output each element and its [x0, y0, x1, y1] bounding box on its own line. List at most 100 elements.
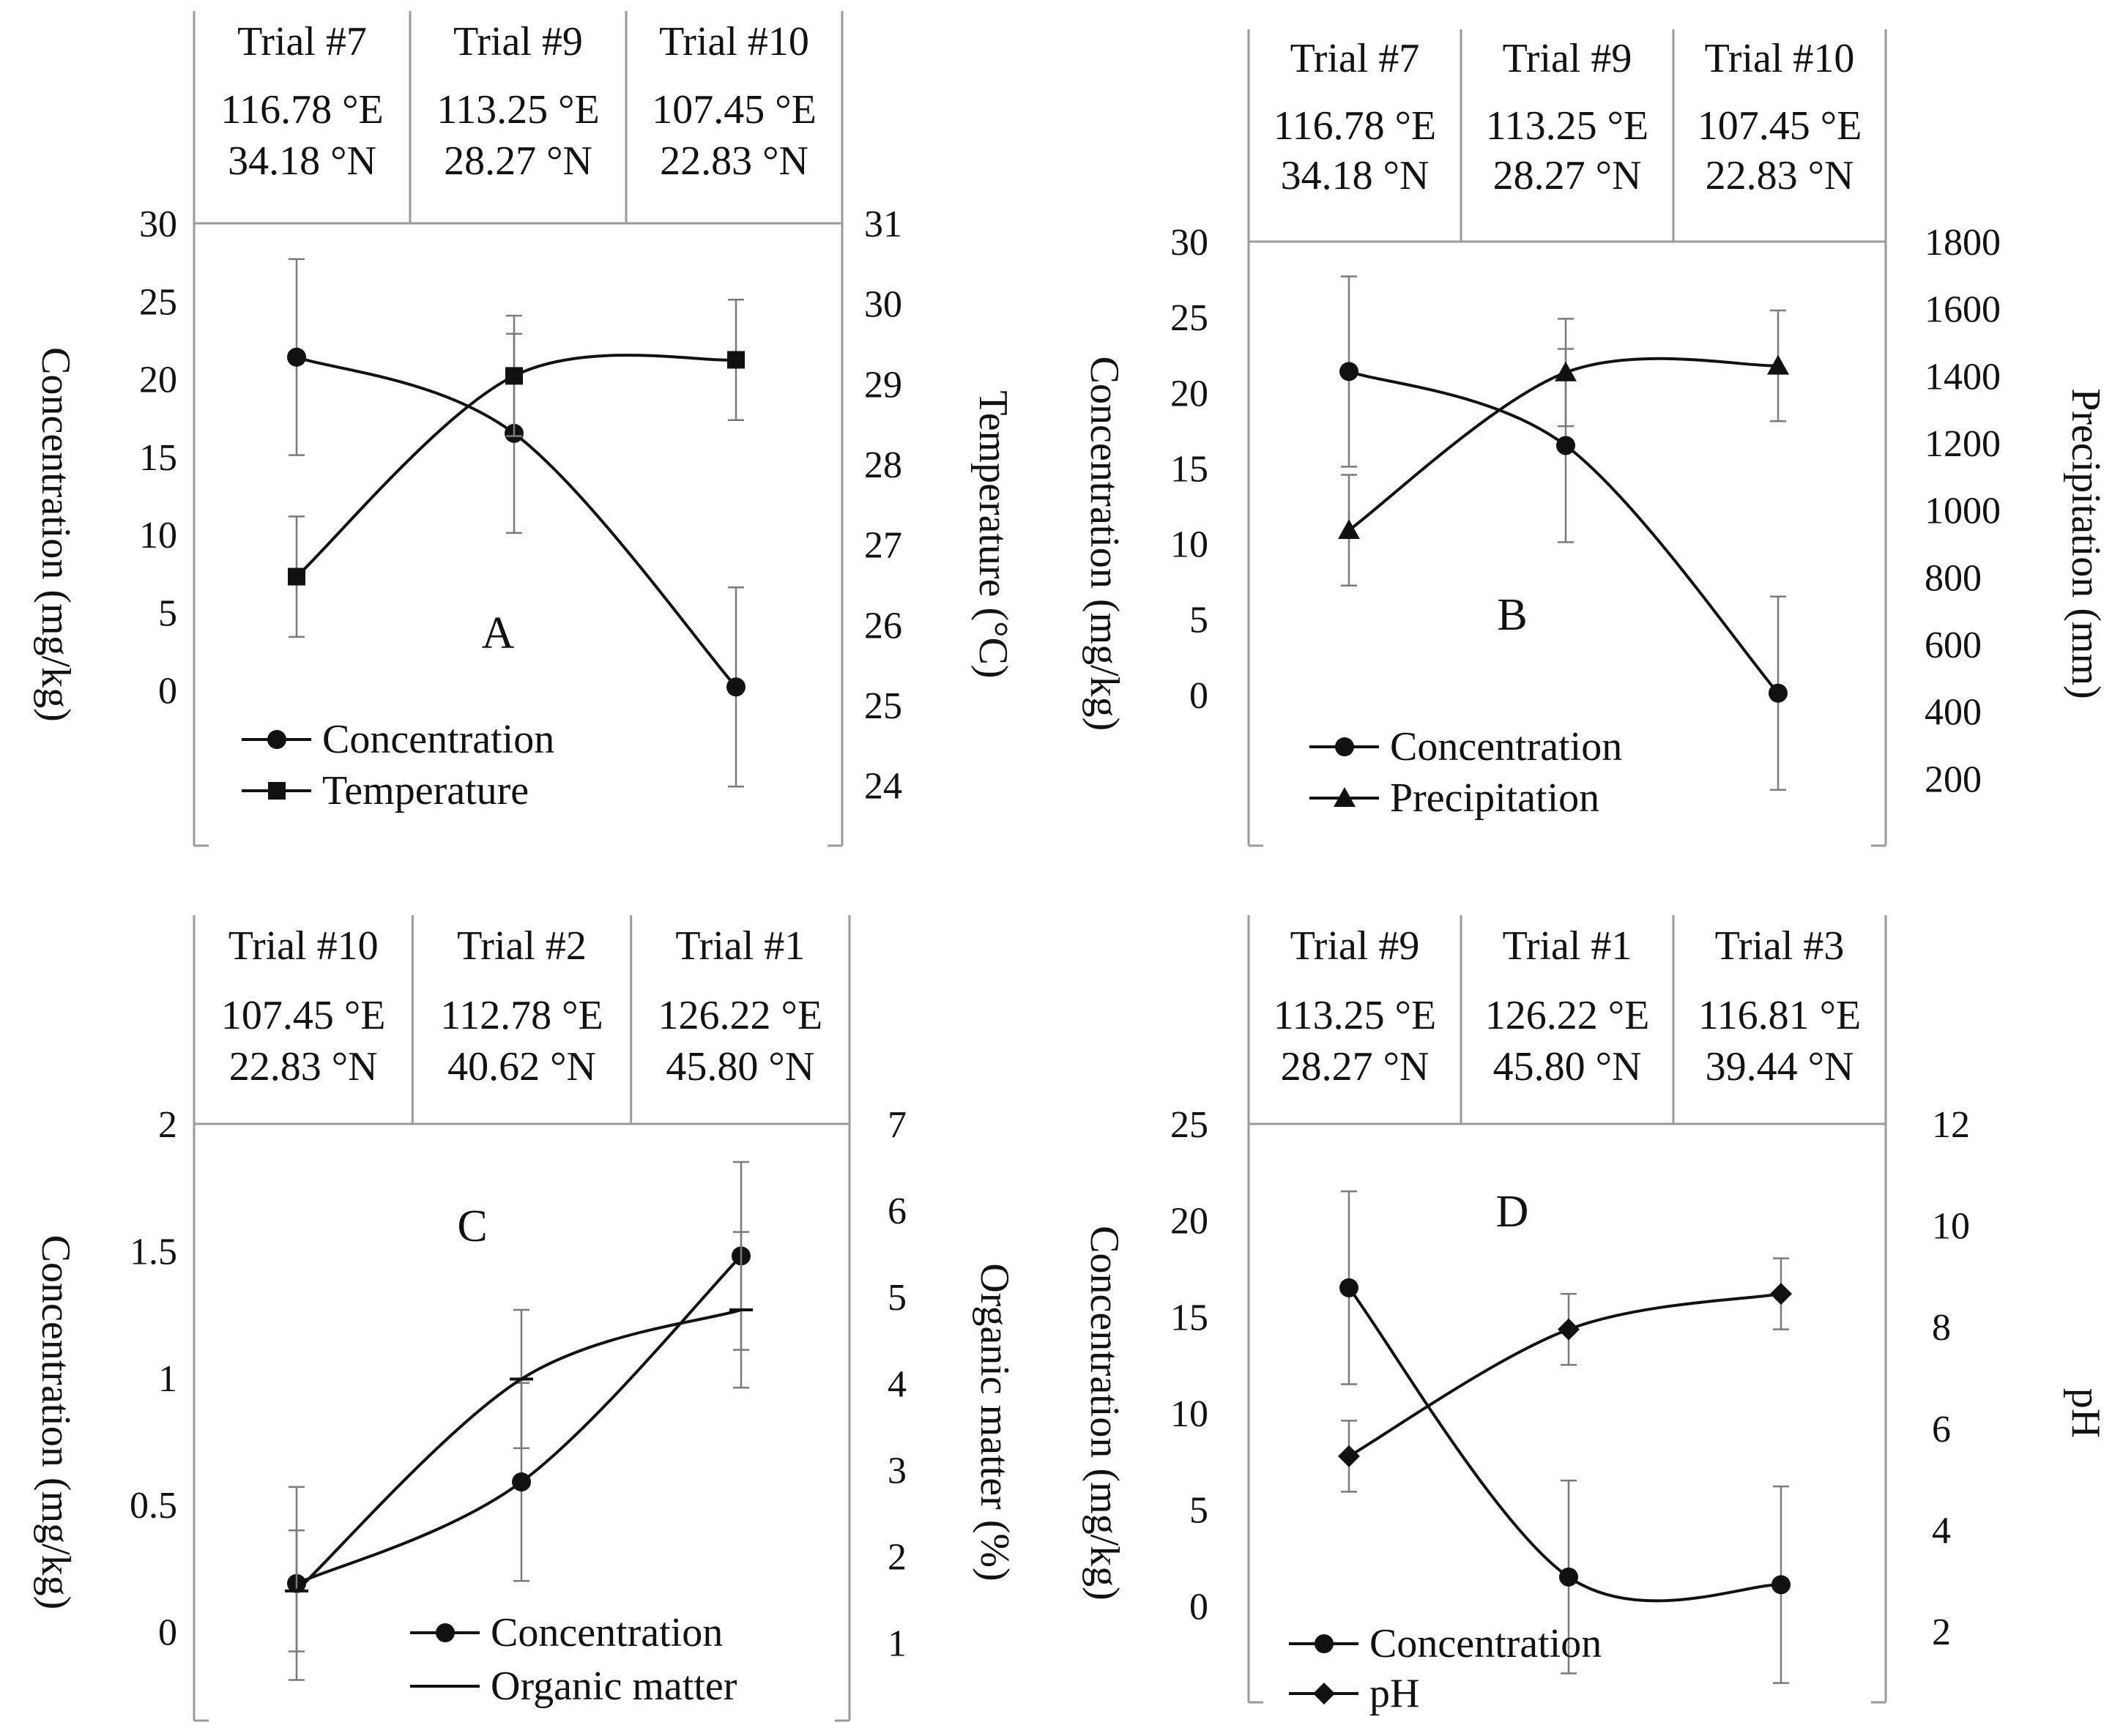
header-latitude: 22.83 °N: [1706, 153, 1854, 198]
data-point-circle: [1339, 1278, 1358, 1297]
left-tick-label: 25: [1170, 297, 1208, 339]
left-tick-label: 15: [139, 437, 177, 479]
data-point-circle: [287, 347, 306, 367]
right-tick-label: 1000: [1925, 491, 2001, 532]
data-point-circle: [1556, 436, 1575, 455]
panel-label: B: [1497, 590, 1527, 640]
left-tick-label: 30: [1170, 222, 1208, 264]
left-tick-label: 5: [1189, 600, 1208, 641]
series-line: [1347, 1286, 1782, 1603]
data-point-circle: [726, 677, 746, 697]
left-tick-label: 10: [1170, 524, 1208, 566]
header-latitude: 45.80 °N: [1493, 1044, 1642, 1089]
header-latitude: 39.44 °N: [1706, 1044, 1854, 1089]
header-latitude: 28.27 °N: [1281, 1044, 1429, 1089]
legend-label: Concentration: [322, 717, 554, 762]
right-tick-label: 26: [864, 605, 902, 647]
header-trial-trial-9: Trial #9: [1503, 36, 1632, 81]
header-longitude: 126.22 °E: [658, 993, 823, 1038]
right-tick-label: 4: [1932, 1510, 1951, 1551]
right-tick-label: 1400: [1925, 356, 2001, 398]
header-latitude: 22.83 °N: [229, 1044, 378, 1089]
data-point-square: [288, 567, 305, 586]
left-tick-label: 20: [1170, 373, 1208, 414]
header-latitude: 28.27 °N: [444, 138, 592, 184]
header-latitude: 28.27 °N: [1493, 153, 1642, 198]
header-trial-trial-9: Trial #9: [1290, 923, 1420, 969]
header-trial-trial-1: Trial #1: [675, 923, 805, 969]
legend-marker: [436, 1623, 455, 1642]
legend-label: Precipitation: [1390, 775, 1599, 821]
right-tick-label: 200: [1925, 759, 1982, 800]
legend-label: Organic matter: [491, 1664, 737, 1709]
right-tick-label: 1800: [1925, 222, 2001, 264]
left-axis-label: Concentration (mg/kg): [33, 1235, 78, 1610]
data-point-triangle: [1555, 361, 1577, 381]
legend-label: pH: [1369, 1671, 1419, 1716]
chart-panel-d: Trial #9 113.25 °E 28.27 °N Trial #1 126.22 …: [1082, 915, 2108, 1716]
left-tick-label: 0: [158, 671, 177, 712]
panel-label: A: [482, 608, 515, 658]
header-longitude: 113.25 °E: [436, 87, 600, 133]
right-tick-label: 2: [1932, 1612, 1951, 1653]
header-trial-trial-1: Trial #1: [1503, 923, 1632, 969]
header-latitude: 34.18 °N: [228, 138, 376, 184]
right-tick-label: 7: [888, 1104, 907, 1146]
series-organic-matter: [285, 1231, 753, 1653]
data-point-square: [727, 351, 745, 369]
legend-marker: [1315, 1634, 1334, 1653]
legend-label: Concentration: [491, 1610, 723, 1655]
right-tick-label: 31: [864, 204, 902, 245]
right-tick-label: 400: [1925, 692, 1982, 734]
data-point-diamond: [1770, 1283, 1792, 1305]
left-tick-label: 1: [158, 1358, 177, 1400]
data-point-diamond: [1338, 1445, 1360, 1467]
header-longitude: 107.45 °E: [1698, 103, 1862, 149]
data-point-square: [505, 367, 523, 385]
header-trial-trial-10: Trial #10: [1705, 36, 1855, 81]
data-point-circle: [1339, 362, 1358, 381]
legend-marker: [268, 782, 286, 800]
series-ph: [1338, 1257, 1792, 1493]
right-tick-label: 1: [888, 1623, 907, 1665]
legend-entry-ph: pH: [1289, 1671, 1419, 1716]
legend-label: Concentration: [1369, 1621, 1602, 1666]
left-axis-label: Concentration (mg/kg): [33, 347, 78, 722]
data-point-triangle: [1767, 354, 1789, 375]
left-tick-label: 0: [1189, 1586, 1208, 1628]
left-tick-label: 30: [139, 204, 177, 245]
right-tick-label: 12: [1932, 1104, 1970, 1146]
data-point-circle: [512, 1472, 531, 1491]
left-tick-label: 0: [1189, 675, 1208, 717]
left-tick-label: 10: [1170, 1393, 1208, 1435]
header-latitude: 40.62 °N: [447, 1044, 596, 1089]
right-tick-label: 1600: [1925, 289, 2001, 331]
series-line: [1348, 370, 1780, 694]
legend-marker: [1335, 737, 1354, 756]
left-tick-label: 20: [139, 360, 177, 401]
left-tick-label: 10: [139, 515, 177, 556]
header-longitude: 126.22 °E: [1485, 993, 1650, 1038]
data-point-triangle: [1338, 519, 1360, 540]
left-tick-label: 1.5: [130, 1231, 177, 1273]
left-tick-label: 5: [1189, 1490, 1208, 1532]
data-point-diamond: [1558, 1318, 1580, 1341]
right-tick-label: 30: [864, 284, 902, 326]
series-temperature: [288, 298, 745, 638]
right-tick-label: 800: [1925, 557, 1982, 599]
right-tick-label: 2: [888, 1537, 907, 1579]
header-longitude: 113.25 °E: [1274, 993, 1437, 1038]
header-longitude: 116.78 °E: [220, 87, 384, 133]
series-line: [295, 1308, 742, 1592]
right-tick-label: 28: [864, 444, 902, 486]
right-tick-label: 10: [1932, 1206, 1970, 1248]
right-tick-label: 8: [1932, 1307, 1951, 1349]
series-precipitation: [1338, 309, 1789, 587]
header-longitude: 107.45 °E: [652, 87, 817, 133]
legend-entry-concentration: Concentration: [1309, 724, 1622, 770]
legend-entry-precipitation: Precipitation: [1309, 775, 1599, 821]
header-trial-trial-9: Trial #9: [453, 19, 583, 64]
right-tick-label: 1200: [1925, 423, 2001, 465]
